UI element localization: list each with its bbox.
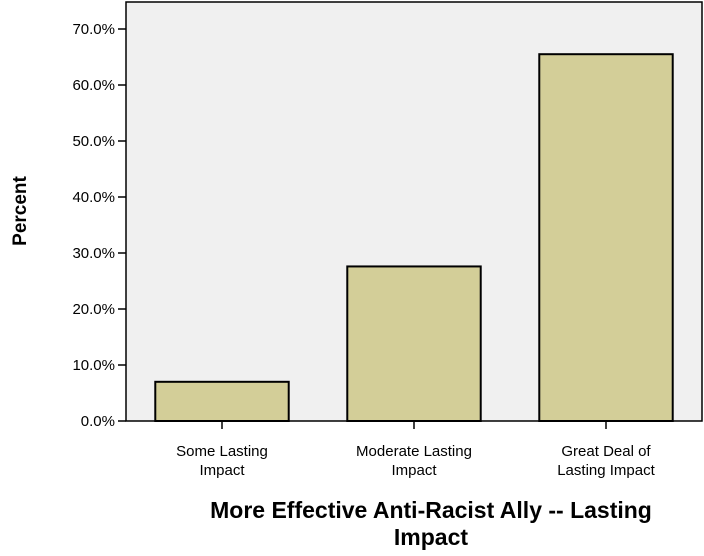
bar [346, 265, 482, 422]
x-tick-label: Some Lasting Impact [176, 443, 268, 479]
y-tick-label: 40.0% [72, 189, 115, 206]
bar [154, 380, 290, 422]
y-tick-label: 30.0% [72, 245, 115, 262]
x-tick-label: Moderate Lasting Impact [356, 443, 472, 479]
y-axis-title: Percent [10, 175, 31, 245]
bar [538, 53, 674, 422]
y-tick-label: 0.0% [81, 413, 115, 430]
y-tick-label: 60.0% [72, 77, 115, 94]
y-tick-label: 10.0% [72, 357, 115, 374]
y-tick-label: 70.0% [72, 21, 115, 38]
y-tick-label: 20.0% [72, 301, 115, 318]
x-tick-label: Great Deal of Lasting Impact [557, 443, 655, 479]
y-tick-label: 50.0% [72, 133, 115, 150]
x-axis: Some Lasting Impact Moderate Lasting Impact… [176, 421, 656, 479]
x-axis-title: More Effective Anti-Racist Ally -- Lasti… [210, 497, 652, 550]
y-axis: 0.0% 10.0% 20.0% 30.0% 40.0% 50.0% 60.0% 70.0% [72, 21, 126, 430]
bars-group [154, 53, 674, 422]
